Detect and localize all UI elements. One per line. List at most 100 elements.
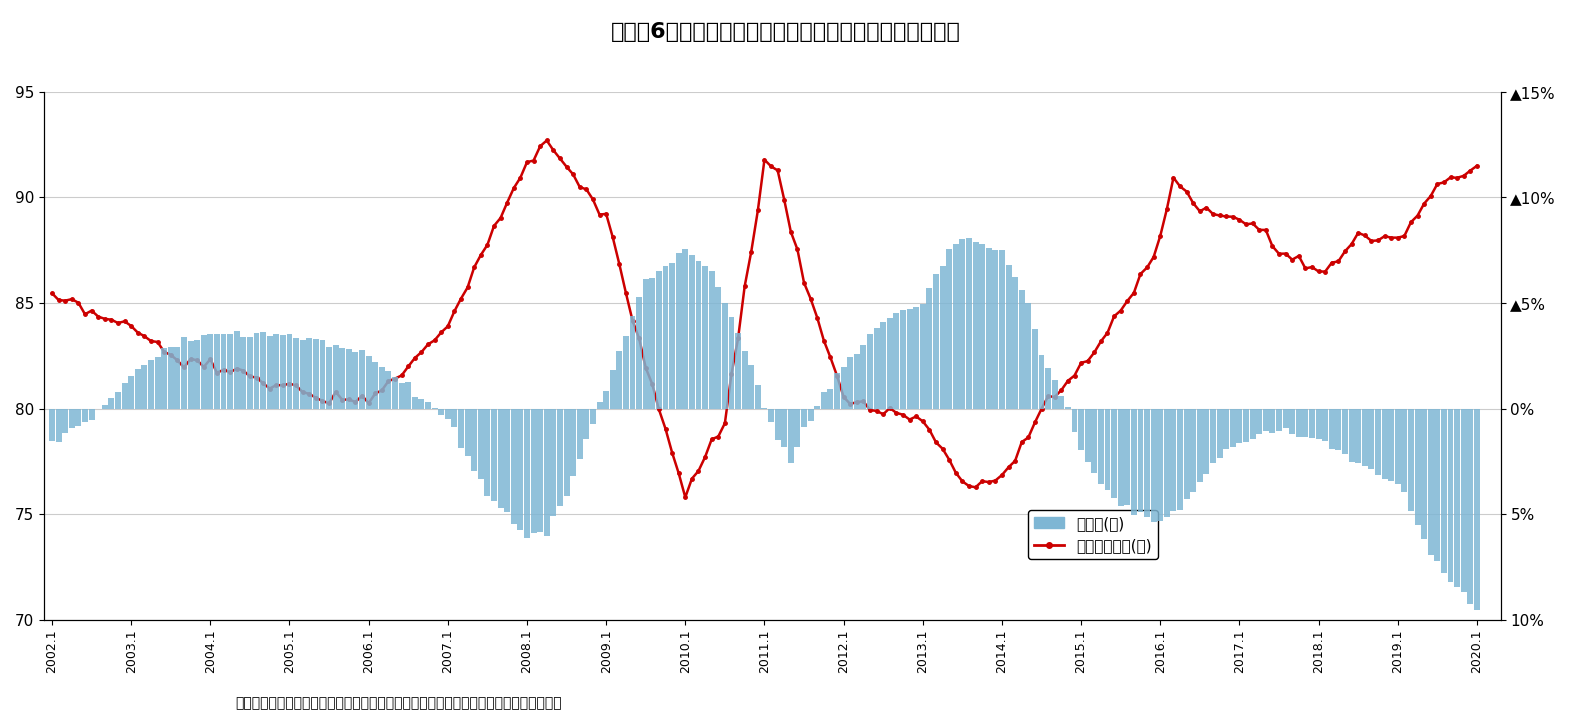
- Bar: [82, 409, 88, 422]
- Bar: [756, 385, 760, 409]
- Bar: [492, 409, 496, 500]
- Bar: [900, 310, 906, 409]
- Bar: [1038, 355, 1045, 409]
- Bar: [735, 333, 742, 409]
- Bar: [280, 335, 286, 409]
- Bar: [1408, 409, 1414, 511]
- Bar: [1276, 409, 1282, 430]
- Bar: [465, 409, 471, 456]
- Bar: [141, 366, 148, 409]
- Bar: [352, 352, 358, 409]
- Bar: [1137, 409, 1144, 512]
- Bar: [1026, 303, 1031, 409]
- Bar: [228, 334, 233, 409]
- Bar: [253, 333, 259, 409]
- Bar: [537, 409, 544, 531]
- Bar: [742, 351, 748, 409]
- Bar: [906, 308, 913, 409]
- Bar: [1177, 409, 1183, 510]
- Bar: [1005, 265, 1012, 409]
- Bar: [603, 391, 610, 409]
- Bar: [570, 409, 577, 476]
- Bar: [1084, 409, 1090, 462]
- Bar: [828, 389, 833, 409]
- Bar: [591, 409, 595, 424]
- Bar: [478, 409, 484, 480]
- Bar: [1368, 409, 1375, 469]
- Bar: [75, 409, 82, 425]
- Bar: [855, 354, 859, 409]
- Bar: [1309, 409, 1315, 438]
- Bar: [517, 409, 523, 530]
- Bar: [1428, 409, 1434, 555]
- Bar: [1263, 409, 1269, 431]
- Bar: [1158, 409, 1163, 521]
- Bar: [840, 367, 847, 409]
- Bar: [438, 409, 445, 415]
- Bar: [966, 237, 972, 409]
- Bar: [1032, 329, 1038, 409]
- Bar: [985, 248, 991, 409]
- Bar: [1131, 409, 1137, 515]
- Bar: [544, 409, 550, 536]
- Bar: [952, 244, 958, 409]
- Bar: [1323, 409, 1327, 441]
- Bar: [393, 377, 397, 409]
- Bar: [781, 409, 787, 447]
- Bar: [886, 318, 892, 409]
- Bar: [187, 341, 193, 409]
- Bar: [946, 249, 952, 409]
- Bar: [795, 409, 800, 447]
- Bar: [195, 340, 200, 409]
- Bar: [1362, 409, 1368, 466]
- Bar: [676, 253, 682, 409]
- Bar: [1144, 409, 1150, 518]
- Bar: [135, 369, 141, 409]
- Bar: [649, 278, 655, 409]
- Bar: [1071, 409, 1078, 432]
- Bar: [162, 348, 167, 409]
- Bar: [861, 345, 866, 409]
- Bar: [267, 336, 273, 409]
- Bar: [379, 366, 385, 409]
- Bar: [1170, 409, 1177, 511]
- Bar: [919, 304, 925, 409]
- Bar: [1329, 409, 1335, 449]
- Bar: [1335, 409, 1342, 450]
- Bar: [1018, 290, 1024, 409]
- Bar: [1065, 407, 1071, 409]
- Bar: [927, 288, 932, 409]
- Bar: [306, 338, 313, 409]
- Bar: [873, 328, 880, 409]
- Bar: [610, 370, 616, 409]
- Bar: [1012, 277, 1018, 409]
- Bar: [1045, 369, 1051, 409]
- Bar: [313, 339, 319, 409]
- Bar: [531, 409, 537, 533]
- Bar: [1191, 409, 1196, 492]
- Bar: [729, 318, 735, 409]
- Bar: [807, 409, 814, 421]
- Bar: [636, 297, 643, 409]
- Bar: [1257, 409, 1262, 434]
- Bar: [696, 261, 702, 409]
- Bar: [121, 383, 127, 409]
- Bar: [1249, 409, 1255, 439]
- Bar: [558, 409, 562, 505]
- Text: （出所）日本不動産研究所「不動研住宅価格指数」をもとにニッセイ基礎研究所が作成: （出所）日本不動産研究所「不動研住宅価格指数」をもとにニッセイ基礎研究所が作成: [236, 695, 562, 710]
- Bar: [709, 271, 715, 409]
- Bar: [880, 322, 886, 409]
- Bar: [445, 409, 451, 419]
- Bar: [597, 402, 603, 409]
- Bar: [333, 345, 339, 409]
- Bar: [451, 409, 457, 427]
- Bar: [867, 334, 873, 409]
- Bar: [723, 303, 727, 409]
- Bar: [69, 409, 75, 428]
- Bar: [88, 409, 94, 420]
- Bar: [181, 338, 187, 409]
- Bar: [459, 409, 463, 448]
- Bar: [207, 334, 214, 409]
- Bar: [1389, 409, 1393, 481]
- Bar: [286, 334, 292, 409]
